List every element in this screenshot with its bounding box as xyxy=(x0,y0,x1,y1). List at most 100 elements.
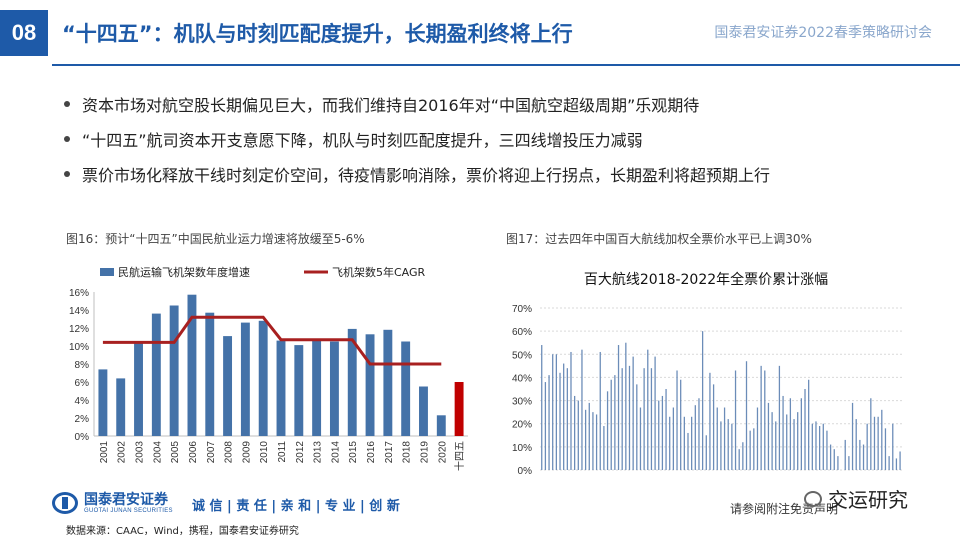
route-bar xyxy=(672,407,675,470)
route-bar xyxy=(767,402,770,470)
bar-2008 xyxy=(223,336,233,436)
bar-2007 xyxy=(205,312,215,436)
route-bar xyxy=(720,421,722,470)
watermark-text: 交运研究 xyxy=(828,488,908,512)
route-bar xyxy=(709,372,711,470)
x-tick-label: 2012 xyxy=(295,441,306,464)
route-bar xyxy=(552,354,554,470)
wechat-icon xyxy=(804,490,822,507)
bar-2020 xyxy=(436,415,446,436)
route-bar xyxy=(775,421,777,470)
bar-2015 xyxy=(347,328,357,436)
route-bar xyxy=(559,372,561,470)
route-bar xyxy=(800,398,802,470)
route-bar xyxy=(701,331,704,470)
y-tick-label: 12% xyxy=(69,324,89,335)
chart16-legend: 民航运输飞机架数年度增速 飞机架数5年CAGR xyxy=(100,265,426,279)
route-bar xyxy=(833,449,835,470)
route-bar xyxy=(712,384,715,470)
x-tick-label: 2010 xyxy=(259,441,270,464)
bullet-text: “十四五”航司资本开支意愿下降，机队与时刻匹配度提升，三四线增投压力减弱 xyxy=(82,130,643,150)
route-bar xyxy=(676,370,678,470)
x-tick-label: 2011 xyxy=(277,441,288,463)
y-tick-label: 30% xyxy=(512,397,532,408)
route-bar xyxy=(822,423,824,470)
y-tick-label: 20% xyxy=(512,420,532,431)
route-bar xyxy=(782,395,784,470)
x-tick-label: 2019 xyxy=(419,441,430,464)
route-bar xyxy=(658,400,660,470)
x-tick-label: 2016 xyxy=(366,441,377,464)
y-tick-label: 2% xyxy=(75,414,90,425)
route-bar xyxy=(818,426,821,470)
route-bar xyxy=(866,423,868,470)
route-bar xyxy=(647,349,649,470)
slide-title: “十四五”：机队与时刻匹配度提升，长期盈利终将上行 xyxy=(62,22,573,46)
route-bar xyxy=(577,400,579,470)
route-bar xyxy=(544,382,547,470)
y-tick-label: 4% xyxy=(75,396,90,407)
route-bar xyxy=(716,407,718,470)
logo-name-en: GUOTAI JUNAN SECURITIES xyxy=(84,507,173,514)
route-bar xyxy=(584,409,587,470)
y-tick-label: 50% xyxy=(512,350,532,361)
route-bar xyxy=(877,416,879,470)
route-bar xyxy=(654,356,656,470)
route-bar xyxy=(621,368,623,470)
route-bar xyxy=(815,421,817,470)
route-bar xyxy=(548,375,550,470)
route-bar xyxy=(895,458,898,470)
route-bar xyxy=(603,426,605,470)
route-bar xyxy=(797,412,799,470)
bar-2013 xyxy=(312,339,322,436)
route-bar xyxy=(862,444,865,470)
route-bar xyxy=(804,389,806,470)
bullet-item: “十四五”航司资本开支意愿下降，机队与时刻匹配度提升，三四线增投压力减弱 xyxy=(64,121,770,156)
route-bar xyxy=(760,365,762,470)
slide-number: 08 xyxy=(0,10,48,56)
company-logo: 国泰君安证券 GUOTAI JUNAN SECURITIES xyxy=(52,492,173,514)
route-bar xyxy=(786,414,788,470)
route-bar xyxy=(694,405,696,470)
route-bar xyxy=(789,398,792,470)
bullet-text: 票价市场化释放干线时刻定价空间，待疫情影响消除，票价将迎上行拐点，长期盈利将超预… xyxy=(82,165,771,185)
legend-bar-label: 民航运输飞机架数年度增速 xyxy=(118,265,250,279)
bullet-text: 资本市场对航空股长期偏见巨大，而我们维持自2016年对“中国航空超级周期”乐观期… xyxy=(82,95,700,115)
route-bar xyxy=(793,419,795,470)
route-bar xyxy=(541,345,543,470)
route-bar xyxy=(592,412,594,470)
x-tick-label: 2008 xyxy=(224,441,235,464)
x-tick-label: 2007 xyxy=(206,441,217,464)
x-tick-label: 十四五 xyxy=(453,441,466,471)
y-tick-label: 70% xyxy=(512,304,532,315)
route-bar xyxy=(614,375,616,470)
x-tick-label: 2004 xyxy=(152,441,163,464)
chart17-title: 百大航线2018-2022年全票价累计涨幅 xyxy=(584,271,828,288)
header-divider xyxy=(52,64,960,66)
bar-2003 xyxy=(134,342,143,436)
route-bar xyxy=(610,379,612,470)
route-bar xyxy=(698,398,700,470)
logo-mark-icon xyxy=(52,492,78,514)
route-bar xyxy=(636,384,638,470)
bullet-list: 资本市场对航空股长期偏见巨大，而我们维持自2016年对“中国航空超级周期”乐观期… xyxy=(64,86,770,191)
route-bar xyxy=(643,368,645,470)
bar-2010 xyxy=(258,320,268,436)
route-bar xyxy=(745,361,748,470)
route-bar xyxy=(683,416,685,470)
company-slogan: 诚 信 | 责 任 | 亲 和 | 专 业 | 创 新 xyxy=(192,499,400,514)
watermark: 交运研究 xyxy=(804,484,908,513)
bar-2002 xyxy=(116,378,126,436)
x-tick-label: 2020 xyxy=(437,441,448,464)
route-bar xyxy=(731,423,733,470)
logo-name-cn: 国泰君安证券 xyxy=(84,491,168,508)
route-bar xyxy=(899,451,901,470)
bar-十四五 xyxy=(454,382,464,436)
route-bar xyxy=(574,395,576,470)
route-bar xyxy=(687,432,689,470)
figure16-title: 图16：预计“十四五”中国民航业运力增速将放缓至5-6% xyxy=(66,232,365,246)
route-bar xyxy=(873,416,876,470)
route-bar xyxy=(632,356,634,470)
x-tick-label: 2005 xyxy=(170,441,181,464)
route-bar xyxy=(581,349,583,470)
